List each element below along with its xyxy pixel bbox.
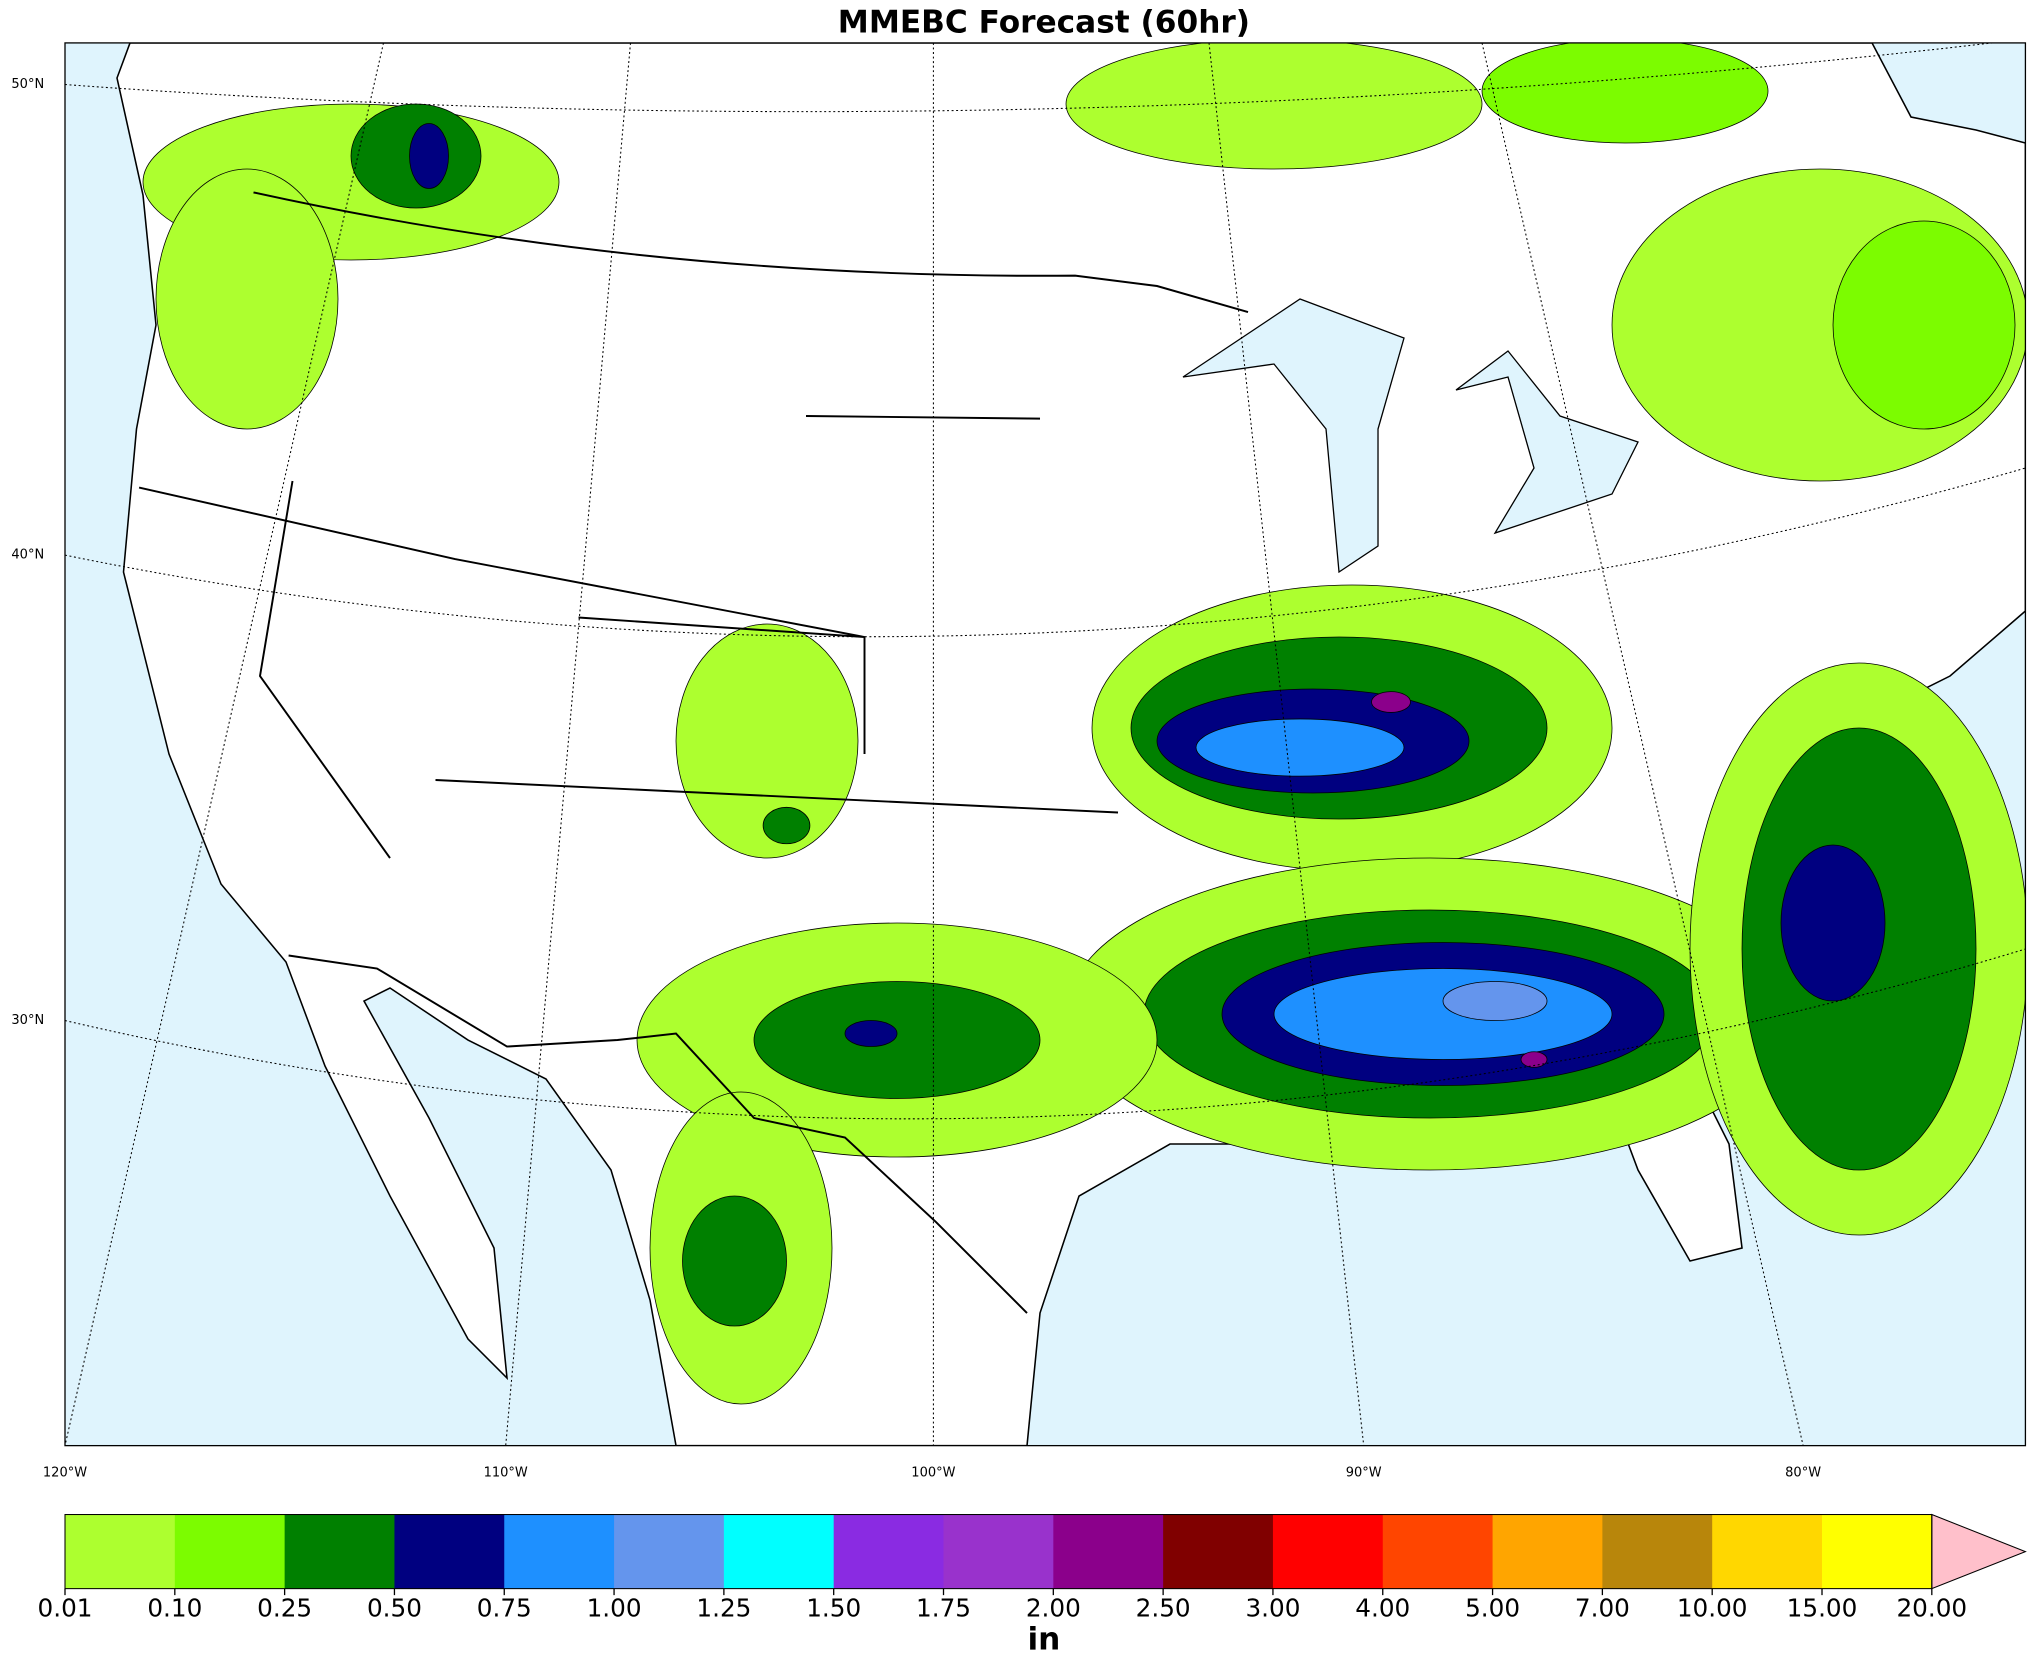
colorbar-tick-label: 1.00 [587,1593,642,1622]
precip-area [409,123,449,189]
graticule [65,42,2026,1446]
colorbar-tick-label: 7.00 [1575,1593,1630,1622]
colorbar-unit: in [1027,1622,1060,1658]
colorbar-tick-label: 3.00 [1245,1593,1300,1622]
longitude-label: 90°W [1346,1465,1382,1480]
colorbar-tick-label: 20.00 [1896,1593,1967,1622]
colorbar-tick-label: 1.50 [806,1593,861,1622]
colorbar-segment [1053,1514,1164,1589]
colorbar-tick-label: 0.01 [38,1593,93,1622]
great-lakes [1182,298,1639,574]
precip-area [155,168,339,430]
colorbar-segment [614,1514,725,1589]
longitude-labels: 120°W 110°W 100°W 90°W 80°W [43,1465,1821,1480]
colorbar-tick-label: 5.00 [1465,1593,1520,1622]
precip-area [1832,220,2016,430]
precip-area [1273,968,1613,1060]
colorbar-segment [723,1514,835,1589]
colorbar-tick-label: 1.75 [916,1593,971,1622]
longitude-label: 120°W [43,1465,87,1480]
precip-area [675,623,859,859]
colorbar-segment [174,1514,286,1589]
precip-area [1371,691,1411,713]
colorbar-tick-label: 0.75 [477,1593,532,1622]
colorbar-tick-label: 0.10 [147,1593,202,1622]
latitude-label: 50°N [11,77,44,92]
precip-area [1065,42,1483,170]
precip-area [753,981,1041,1099]
map-title: MMEBC Forecast (60hr) [838,4,1250,40]
latitude-label: 40°N [11,548,44,563]
latitude-label: 30°N [11,1013,44,1028]
precip-areas [142,42,2026,1405]
precip-area [844,1020,898,1047]
precip-area [1520,1051,1548,1068]
colorbar-segment [943,1514,1054,1589]
colorbar-tick-label: 1.25 [696,1593,751,1622]
colorbar-tick-label: 2.50 [1136,1593,1191,1622]
colorbar-segment [833,1514,945,1589]
longitude-label: 100°W [911,1465,955,1480]
map-frame [64,42,2027,1447]
precip-area [682,1195,787,1327]
colorbar-segment [1382,1514,1494,1589]
colorbar-segment [394,1514,505,1589]
colorbar-tick-label: 15.00 [1787,1593,1858,1622]
colorbar-extension [1931,1513,2027,1590]
colorbar-segment [1602,1514,1713,1589]
colorbar-tick-label: 0.50 [367,1593,422,1622]
colorbar-tick-label: 10.00 [1677,1593,1748,1622]
longitude-label: 110°W [484,1465,528,1480]
colorbar-tick-label: 0.25 [257,1593,312,1622]
map [65,42,2026,1446]
colorbar-segment [284,1514,396,1589]
precip-area [1442,981,1548,1021]
colorbar-segment [504,1514,615,1589]
longitude-label: 80°W [1785,1465,1821,1480]
borders [138,191,1249,1314]
colorbar-tick-label: 4.00 [1355,1593,1410,1622]
latitude-labels: 50°N 40°N 30°N [11,77,44,1028]
colorbar-segment [1163,1514,1274,1589]
precip-area [1780,844,1886,1002]
colorbar-frame [64,1514,1933,1590]
precip-area [762,806,811,845]
colorbar: 0.01 0.10 0.25 0.50 0.75 1.00 1.25 1.50 1.75 2.00… [38,1513,2027,1622]
precip-area [1481,42,1769,144]
colorbar-segment [65,1514,176,1589]
colorbar-segment [1272,1514,1384,1589]
colorbar-segment [1822,1514,1933,1589]
precip-area [1195,718,1405,777]
colorbar-segment [1492,1514,1604,1589]
colorbar-segment [1712,1514,1823,1589]
colorbar-tick-label: 2.00 [1026,1593,1081,1622]
